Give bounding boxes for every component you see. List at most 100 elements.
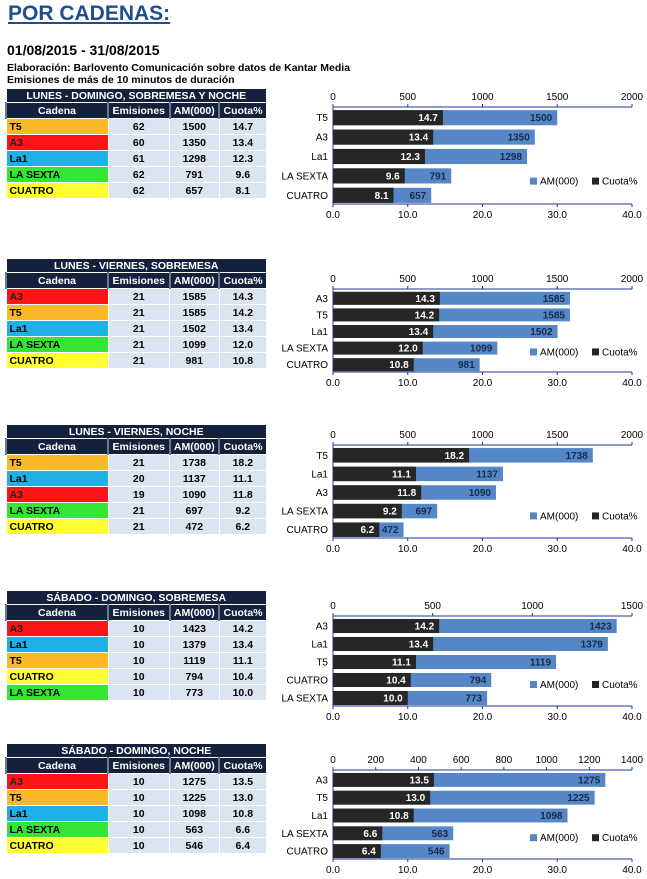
top-tick-label: 500 [399,274,416,285]
column-header: Emisiones [107,604,170,621]
bottom-tick-label: 20.0 [473,378,493,389]
value-cell: 13.4 [218,320,268,337]
top-tick-label: 0 [330,755,336,766]
table-title: SÁBADO - DOMINGO, SOBREMESA [5,590,267,605]
cuota-data-label: 6.2 [360,525,374,536]
column-header: AM(000) [168,757,220,774]
top-tick-label: 1500 [621,601,644,612]
value-cell: 1119 [169,652,220,669]
bottom-tick-label: 10.0 [398,378,418,389]
value-cell: 20 [107,470,170,487]
channel-cell: A3 [5,620,109,637]
bottom-tick-label: 40.0 [622,544,642,555]
value-cell: 14.2 [218,304,268,321]
value-cell: 10.4 [218,668,268,685]
am-data-label: 563 [432,829,449,840]
value-cell: 10 [107,821,170,838]
duration-note: Emisiones de más de 10 minutos de duraci… [7,74,235,86]
category-label: T5 [316,310,328,321]
cuota-data-label: 12.3 [400,152,420,163]
value-cell: 1423 [169,620,220,637]
value-cell: 1298 [169,150,220,167]
cuota-bar [333,325,434,338]
am-data-label: 1298 [500,152,523,163]
table-row: A3 60 1350 13.4 [5,134,268,151]
column-header: Cuota% [218,102,268,119]
cuota-data-label: 13.4 [409,133,429,144]
cuota-data-label: 10.8 [389,360,409,371]
cuota-data-label: 14.2 [415,310,435,321]
cuota-data-label: 8.1 [375,191,389,202]
legend-cuota-swatch [592,512,599,520]
cuota-bar [333,485,422,500]
value-cell: 13.0 [218,789,268,806]
am-data-label: 1275 [578,775,601,786]
am-data-label: 1423 [589,622,612,633]
table-row: T5 10 1225 13.0 [5,789,268,806]
value-cell: 10.8 [218,352,268,369]
legend-cuota-swatch [592,681,599,688]
top-tick-label: 0 [330,92,336,103]
table-row: La1 61 1298 12.3 [5,150,268,167]
table-row: LA SEXTA 10 563 6.6 [5,821,268,838]
value-cell: 1137 [169,470,220,487]
category-label: CUATRO [287,191,329,202]
top-tick-label: 1200 [578,755,601,766]
channel-cell: LA SEXTA [5,502,109,519]
am-data-label: 472 [382,525,399,536]
legend-am: AM(000) [540,347,578,358]
cuota-data-label: 18.2 [445,451,465,462]
channel-cell: CUATRO [5,518,109,535]
cuota-data-label: 14.2 [415,622,435,633]
cuota-data-label: 13.4 [409,327,429,338]
top-tick-label: 800 [496,755,513,766]
table-title: LUNES - VIERNES, NOCHE [5,424,267,439]
top-tick-label: 500 [399,430,416,441]
am-data-label: 1350 [508,133,531,144]
category-label: LA SEXTA [281,171,328,182]
value-cell: 11.8 [218,486,268,503]
bar-chart: 0 500 1000 1500 2000 0.0 10.0 20.0 30.0 40.0 T5 173… [280,425,647,555]
legend-am: AM(000) [540,511,578,522]
channel-cell: T5 [5,118,109,135]
table-title: LUNES - VIERNES, SOBREMESA [5,258,267,273]
table-row: T5 10 1119 11.1 [5,652,268,669]
bottom-tick-label: 30.0 [548,210,568,221]
channel-cell: LA SEXTA [5,166,109,183]
value-cell: 1099 [169,336,220,353]
legend-am-swatch [530,512,537,520]
top-tick-label: 2000 [621,274,644,285]
cuota-data-label: 9.6 [386,171,400,182]
value-cell: 10.8 [218,805,268,822]
value-cell: 1500 [169,118,220,135]
am-data-label: 1098 [540,811,563,822]
top-tick-label: 2000 [621,92,644,103]
cuota-bar [333,790,431,805]
am-data-label: 546 [428,847,445,858]
column-header: Emisiones [107,272,170,289]
value-cell: 773 [169,684,220,701]
cuota-bar [333,466,416,482]
category-label: La1 [311,327,328,338]
value-cell: 1585 [169,304,220,321]
value-cell: 21 [107,336,170,353]
column-header: AM(000) [168,102,220,119]
value-cell: 21 [107,320,170,337]
channel-cell: LA SEXTA [5,336,109,353]
cuota-bar [333,129,434,145]
value-cell: 12.0 [218,336,268,353]
bottom-tick-label: 20.0 [473,865,493,876]
bottom-tick-label: 40.0 [622,210,642,221]
table-row: CUATRO 21 981 10.8 [5,352,268,369]
am-data-label: 697 [416,507,433,518]
audience-table: SÁBADO - DOMINGO, SOBREMESA Cadena Emision… [5,590,268,701]
top-tick-label: 1000 [471,92,494,103]
am-data-label: 1137 [476,469,498,480]
cuota-data-label: 13.4 [409,640,429,651]
date-range: 01/08/2015 - 31/08/2015 [7,42,160,58]
value-cell: 1090 [169,486,220,503]
cuota-bar [333,672,411,688]
top-tick-label: 500 [424,601,441,612]
table-row: CUATRO 62 657 8.1 [5,182,268,199]
table-row: T5 21 1585 14.2 [5,304,268,321]
